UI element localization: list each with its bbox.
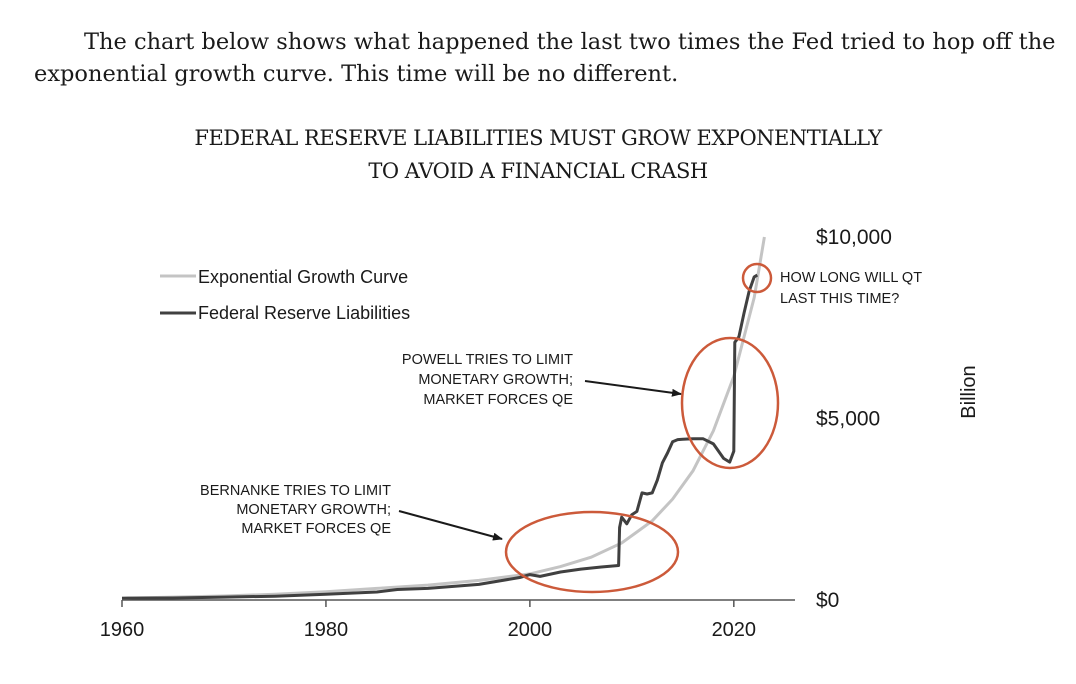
x-axis-ticks: 1960 1980 2000 2020 — [100, 600, 756, 641]
bernanke-highlight-ellipse — [504, 510, 680, 594]
legend-label-fed: Federal Reserve Liabilities — [198, 303, 410, 323]
qt-annotation-line-1: HOW LONG WILL QT — [780, 270, 922, 286]
chart-title-line-2: TO AVOID A FINANCIAL CRASH — [368, 159, 708, 183]
legend-label-exponential: Exponential Growth Curve — [198, 267, 408, 287]
powell-highlight-ellipse — [680, 336, 780, 470]
y-axis-ticks: $0 $5,000 $10,000 — [816, 226, 892, 612]
chart-title-line-1: FEDERAL RESERVE LIABILITIES MUST GROW EX… — [194, 126, 882, 150]
y-tick-label: $0 — [816, 589, 839, 612]
bernanke-annotation-line-3: MARKET FORCES QE — [241, 521, 391, 537]
bernanke-annotation: BERNANKE TRIES TO LIMIT MONETARY GROWTH;… — [200, 483, 391, 537]
y-tick-label: $5,000 — [816, 408, 880, 431]
x-tick-label: 2000 — [508, 619, 553, 641]
exponential-growth-curve-line — [121, 236, 766, 600]
fed-liabilities-line — [121, 273, 759, 600]
bernanke-annotation-line-1: BERNANKE TRIES TO LIMIT — [200, 483, 391, 499]
y-tick-label: $10,000 — [816, 226, 892, 249]
bernanke-arrow — [398, 510, 503, 541]
x-tick-label: 1980 — [304, 619, 349, 641]
powell-annotation-line-2: MONETARY GROWTH; — [418, 372, 573, 388]
x-tick-label: 2020 — [712, 619, 757, 641]
intro-paragraph: The chart below shows what happened the … — [34, 29, 1056, 87]
powell-arrow — [584, 380, 682, 397]
qt-highlight-circle — [741, 262, 773, 294]
legend: Exponential Growth Curve Federal Reserve… — [160, 267, 410, 323]
bernanke-annotation-line-2: MONETARY GROWTH; — [236, 502, 391, 518]
powell-annotation: POWELL TRIES TO LIMIT MONETARY GROWTH; M… — [402, 352, 573, 408]
powell-annotation-line-3: MARKET FORCES QE — [423, 392, 573, 408]
x-tick-label: 1960 — [100, 619, 145, 641]
powell-annotation-line-1: POWELL TRIES TO LIMIT — [402, 352, 573, 368]
qt-annotation-line-2: LAST THIS TIME? — [780, 291, 899, 307]
qt-annotation: HOW LONG WILL QT LAST THIS TIME? — [780, 270, 922, 307]
y-axis-label: Billion — [958, 365, 980, 418]
